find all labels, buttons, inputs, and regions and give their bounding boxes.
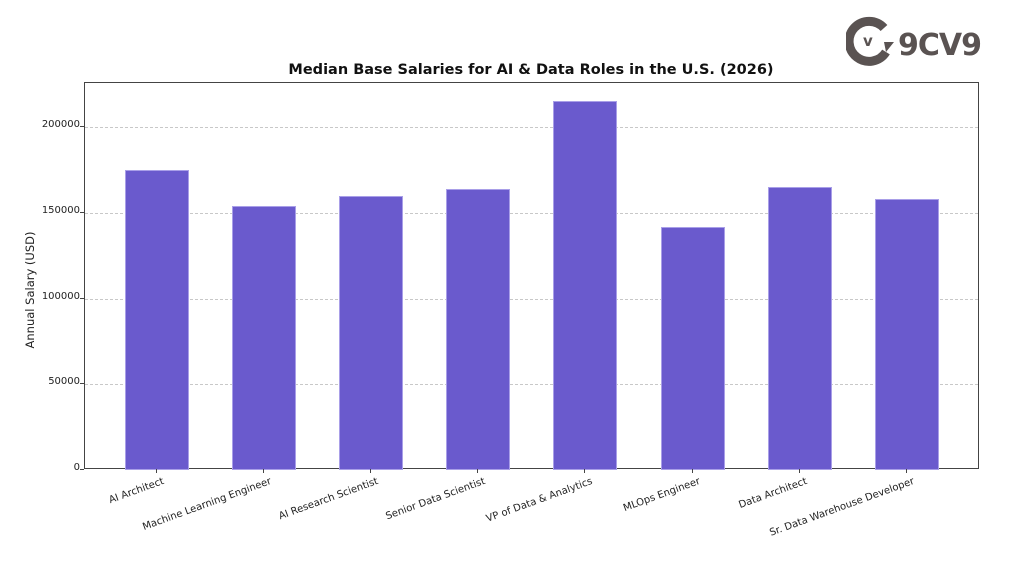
y-tick-label: 200000 bbox=[41, 119, 80, 131]
bar bbox=[339, 195, 404, 470]
x-tick-mark bbox=[156, 469, 157, 473]
y-tick-label: 150000 bbox=[41, 204, 80, 216]
gridline bbox=[85, 298, 978, 300]
bar bbox=[446, 188, 511, 470]
svg-text:v: v bbox=[863, 32, 873, 50]
plot-area bbox=[84, 82, 979, 470]
x-tick-mark bbox=[905, 469, 907, 473]
y-tick-mark bbox=[80, 469, 84, 470]
y-tick-label: 0 bbox=[73, 462, 80, 473]
x-tick-label: MLOps Engineer bbox=[621, 476, 702, 515]
x-tick-label: Data Architect bbox=[736, 476, 809, 511]
bar bbox=[767, 187, 832, 470]
y-tick-mark bbox=[80, 297, 84, 299]
x-tick-mark bbox=[263, 469, 265, 473]
x-tick-label: AI Research Scientist bbox=[277, 476, 380, 523]
x-tick-mark bbox=[584, 469, 586, 473]
gridline bbox=[85, 212, 978, 214]
chart-title: Median Base Salaries for AI & Data Roles… bbox=[288, 62, 774, 78]
x-tick-label: VP of Data & Analytics bbox=[485, 476, 595, 525]
y-tick-mark bbox=[80, 211, 84, 213]
brand-logo: v bbox=[846, 14, 986, 70]
logo-text: 9CV9 bbox=[898, 28, 982, 63]
x-tick-label: Senior Data Scientist bbox=[384, 476, 488, 523]
bar bbox=[553, 101, 618, 470]
bar bbox=[125, 170, 189, 470]
y-tick-mark bbox=[80, 126, 84, 128]
bar bbox=[874, 199, 939, 470]
y-tick-label: 50000 bbox=[48, 376, 80, 388]
9cv9-logo-icon: v bbox=[846, 16, 894, 66]
x-tick-mark bbox=[798, 469, 800, 473]
y-axis-label: Annual Salary (USD) bbox=[23, 231, 37, 349]
y-tick-mark bbox=[80, 383, 84, 385]
y-tick-label: 100000 bbox=[41, 290, 80, 302]
x-tick-mark bbox=[370, 469, 372, 473]
gridline bbox=[85, 384, 978, 386]
x-tick-mark bbox=[477, 469, 479, 473]
bar bbox=[660, 226, 725, 470]
x-tick-label: AI Architect bbox=[107, 476, 166, 507]
gridline bbox=[85, 127, 978, 129]
x-tick-mark bbox=[691, 469, 693, 473]
bar bbox=[232, 206, 297, 470]
